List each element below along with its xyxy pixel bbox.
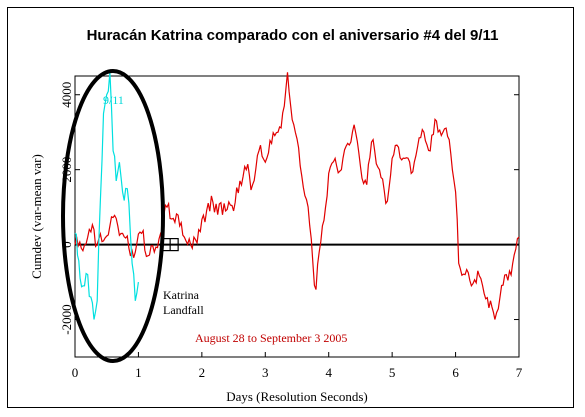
x-tick-label: 0	[72, 365, 79, 380]
y-axis-title: Cumdev (var-mean var)	[29, 154, 44, 279]
landfall-label-line2: Landfall	[163, 303, 204, 317]
nine-eleven-label: 9/11	[103, 93, 124, 107]
x-tick-label: 7	[516, 365, 523, 380]
x-tick-label: 5	[389, 365, 396, 380]
x-tick-label: 2	[199, 365, 206, 380]
x-tick-label: 4	[325, 365, 332, 380]
chart-title: Huracán Katrina comparado con el anivers…	[86, 27, 499, 44]
x-tick-label: 1	[135, 365, 142, 380]
figure-frame	[7, 7, 574, 408]
plot-area	[74, 75, 520, 358]
x-tick-label: 6	[452, 365, 459, 380]
x-ticks: 0 1 2 3 4 5 6 7	[72, 352, 523, 380]
x-tick-label: 3	[262, 365, 269, 380]
y-tick-label: 4000	[59, 82, 74, 108]
landfall-label-line1: Katrina	[163, 288, 200, 302]
y-tick-label: -2000	[59, 304, 74, 334]
x-axis-title: Days (Resolution Seconds)	[226, 389, 368, 404]
highlight-ellipse	[61, 69, 165, 363]
series-line-nine-eleven	[74, 72, 139, 320]
date-range-label: August 28 to September 3 2005	[195, 331, 347, 345]
series-line-katrina	[74, 72, 520, 320]
y-tick-label: 0	[59, 241, 74, 248]
